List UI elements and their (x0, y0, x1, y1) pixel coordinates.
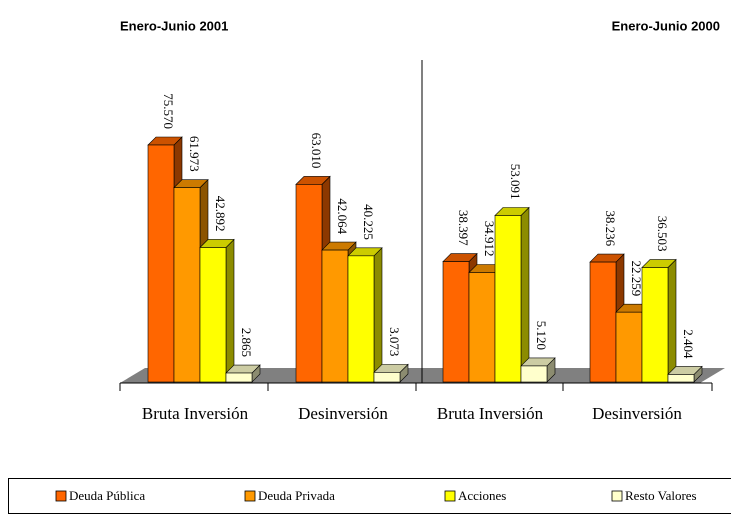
data-label: 61.973 (187, 136, 202, 172)
bar (667, 374, 695, 383)
data-label: 38.236 (603, 210, 618, 246)
data-label: 5.120 (534, 321, 549, 350)
legend-label: Resto Valores (625, 488, 697, 503)
bar (442, 261, 470, 383)
legend-label: Acciones (458, 488, 506, 503)
data-label: 34.912 (482, 221, 497, 257)
bar-side (225, 238, 235, 383)
bar (615, 311, 643, 383)
bar (494, 215, 522, 383)
x-tick-label: Bruta Inversión (141, 404, 249, 423)
bar (347, 255, 375, 383)
data-label: 22.259 (629, 260, 644, 296)
legend-swatch (444, 490, 456, 502)
bar (173, 187, 201, 383)
data-label: 2.404 (681, 329, 696, 359)
data-label: 42.892 (213, 196, 228, 232)
bar (225, 372, 253, 383)
legend-label: Deuda Privada (258, 488, 335, 503)
bar (295, 184, 323, 383)
data-label: 40.225 (361, 204, 376, 240)
data-label: 36.503 (655, 216, 670, 252)
legend-swatch (244, 490, 256, 502)
bar-side (667, 258, 677, 383)
x-tick-label: Bruta Inversión (436, 404, 544, 423)
data-label: 75.570 (161, 93, 176, 129)
legend-swatch (611, 490, 623, 502)
bar-side (520, 206, 530, 383)
panel-title: Enero-Junio 2001 (120, 18, 228, 33)
data-label: 53.091 (508, 164, 523, 200)
bar-side (373, 247, 383, 383)
data-label: 38.397 (456, 210, 471, 246)
bar (147, 144, 175, 383)
data-label: 63.010 (309, 133, 324, 169)
bar (199, 247, 227, 383)
legend-box (8, 478, 731, 514)
bar (321, 249, 349, 383)
x-tick-label: Desinversión (298, 404, 388, 423)
bar (520, 365, 548, 383)
data-label: 3.073 (387, 327, 402, 356)
bar (589, 261, 617, 383)
legend-label: Deuda Pública (69, 488, 145, 503)
data-label: 2.865 (239, 328, 254, 357)
legend-swatch (55, 490, 67, 502)
bar (641, 267, 669, 383)
x-tick-label: Desinversión (592, 404, 682, 423)
data-label: 42.064 (335, 198, 350, 234)
panel-title: Enero-Junio 2000 (612, 18, 720, 33)
bar (468, 272, 496, 383)
bar (373, 372, 401, 383)
